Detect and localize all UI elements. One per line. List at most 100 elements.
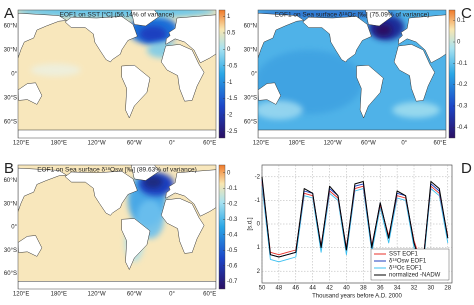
continent [18,167,68,212]
lon-label: 120°E [13,292,29,298]
continent [258,82,281,105]
continent [121,64,151,119]
colorbar-tick-label: 0.5 [227,31,236,37]
lon-label: 120°W [88,292,106,298]
x-tick-label: 30 [428,286,435,292]
colorbar-tick-label: -0.5 [227,63,238,69]
colorbar-tick-label: -2 [227,113,233,119]
continent [64,170,138,216]
y-axis-label: [s.d.] [248,217,254,230]
colorbar-tick-label: 0 [227,47,231,53]
anomaly-field [258,100,303,120]
panel-label: B [4,160,14,177]
lon-label: 60°E [203,141,216,147]
map-title: EOF1 on SST [°C] (56.14% of variance) [60,11,175,19]
continent [356,64,384,119]
colorbar-tick-label: -0.4 [457,125,468,131]
lat-label: 30°S [244,96,257,102]
anomaly-field [30,63,81,77]
continent [18,12,68,59]
map-frame [17,164,217,290]
anomaly-field [374,23,393,37]
y-tick-label: 2 [257,269,261,275]
lon-label: 60°W [127,292,142,298]
colorbar-tick-label: -0.1 [227,186,238,192]
continent [365,10,393,27]
anomaly-field [139,26,167,42]
colorbar-tick-label: 0 [227,170,231,176]
continent [161,44,205,102]
lon-label: 60°E [203,292,216,298]
map-frame [257,9,447,139]
map-title: EOF1 on Sea surface δ¹⁸Oc [‰] (75.09% of… [275,12,430,19]
map [18,10,216,138]
colorbar-tick-label: -2.5 [227,129,238,135]
x-tick-label: 48 [276,286,283,292]
x-tick-label: 34 [394,286,401,292]
colorbar-tick-label: 1 [227,14,231,20]
lat-label: 0° [251,72,257,78]
continent [302,16,372,63]
continent [258,12,305,59]
y-tick-label: -2 [255,174,261,180]
colorbar-tick-label: -0.7 [227,279,238,285]
continent [161,198,205,254]
continent [18,281,216,289]
continent [165,169,216,217]
colorbar-tick-label: -1.5 [227,96,238,102]
colorbar-tick-label: -0.4 [227,232,238,238]
colorbar-tick-label: -0.3 [457,104,468,110]
lat-label: 60°N [4,178,17,184]
lat-label: 60°S [244,120,257,126]
colorbar-tick-label: -0.2 [457,82,468,88]
y-tick-label: 0 [257,222,261,228]
colorbar-tick-label: -0.5 [227,248,238,254]
colorbar-tick-label: -0.6 [227,263,238,269]
continent [258,129,446,138]
lat-label: 60°N [244,24,257,30]
anomaly-field [258,50,363,114]
continent [18,235,43,257]
anomaly-field [18,10,216,18]
continent [121,218,151,271]
map-title: EOF1 on Sea surface δ¹⁸Osw [‰] (89.63% o… [37,167,197,174]
colorbar [218,164,226,290]
colorbar [448,9,456,139]
lon-label: 0° [169,141,175,147]
colorbar-tick-label: 0.1 [457,18,466,24]
colorbar-tick-label: -0.3 [227,217,238,223]
lon-label: 120°W [88,141,106,147]
lon-label: 60°W [127,141,142,147]
lon-label: 180°E [289,141,305,147]
lat-label: 60°N [4,24,17,30]
x-tick-label: 28 [444,286,451,292]
x-tick-label: 46 [292,286,299,292]
x-tick-label: 38 [360,286,367,292]
lon-label: 120°E [253,141,269,147]
legend-label: normalized -NADW [389,273,441,279]
continent [130,165,160,181]
lat-label: 60°S [4,120,17,126]
colorbar-tick-label: -0.1 [457,61,468,67]
legend-label: SST EOF1 [389,252,419,258]
lat-label: 0° [11,225,17,231]
x-tick-label: 36 [377,286,384,292]
colorbar-tick-label: -1 [227,80,233,86]
x-tick-label: 44 [309,286,316,292]
colorbar-tick-label: 0 [457,40,461,46]
continent [130,10,160,27]
lat-label: 0° [11,72,17,78]
colorbar [218,9,226,139]
lon-label: 120°W [324,141,342,147]
lon-label: 180°E [51,141,67,147]
continent [18,129,216,138]
x-tick-label: 40 [343,286,350,292]
panel-label: A [4,5,14,22]
map-frame [17,9,217,139]
y-tick-label: 1 [257,245,261,251]
lat-label: 30°N [4,48,17,54]
panel-label: D [461,160,472,177]
continent [18,82,43,105]
lat-label: 30°S [4,248,17,254]
